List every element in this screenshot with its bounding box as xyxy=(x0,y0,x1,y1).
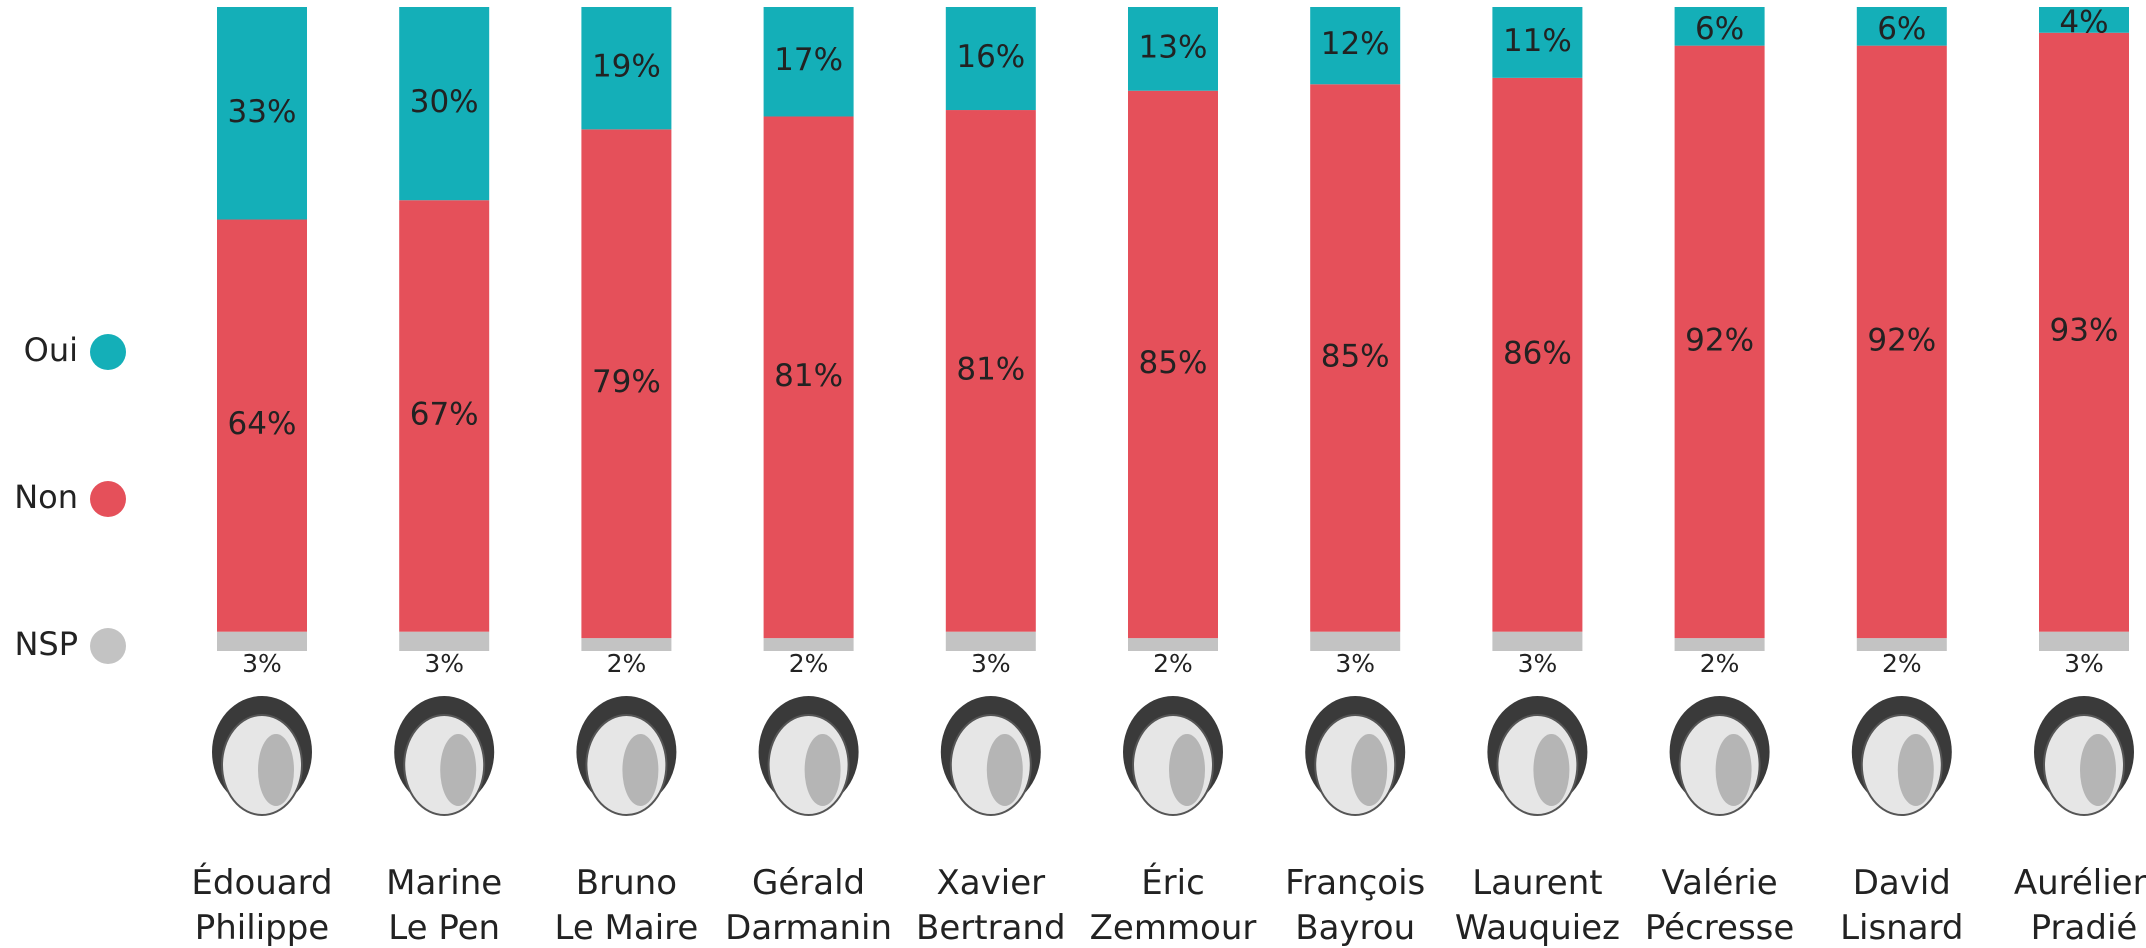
x-tick-label-line: Pradié xyxy=(2031,908,2138,948)
chart: Oui Non NSP 3% 64% 33% Édouard Philippe 3% 67% 30%… xyxy=(0,0,2146,948)
value-label: 67% xyxy=(410,396,479,432)
x-tick-label: Marine Le Pen xyxy=(386,863,502,948)
x-tick-label-line: Darmanin xyxy=(725,908,892,948)
portrait-shade xyxy=(1716,734,1752,806)
value-label: 3% xyxy=(1335,649,1375,678)
portrait xyxy=(1305,696,1405,815)
value-label: 92% xyxy=(1867,322,1936,358)
value-label: 30% xyxy=(410,84,479,120)
portrait-shade xyxy=(1898,734,1934,806)
portrait xyxy=(2034,696,2134,815)
value-label: 13% xyxy=(1139,29,1208,65)
portrait-shade xyxy=(258,734,294,806)
portrait xyxy=(1123,696,1223,815)
value-label: 6% xyxy=(1877,11,1926,47)
portrait xyxy=(1670,696,1770,815)
portrait-shade xyxy=(2080,734,2116,806)
x-tick-label: Valérie Pécresse xyxy=(1645,863,1794,948)
value-label: 85% xyxy=(1321,338,1390,374)
value-label: 3% xyxy=(971,649,1011,678)
x-tick-label-line: Le Pen xyxy=(388,908,500,948)
x-tick-label-line: Bertrand xyxy=(916,908,1066,948)
value-label: 81% xyxy=(774,358,843,394)
portrait xyxy=(212,696,312,815)
portrait xyxy=(576,696,676,815)
value-label: 2% xyxy=(607,649,647,678)
x-tick-label-line: Éric xyxy=(1141,862,1205,903)
portrait xyxy=(394,696,494,815)
portrait-shade xyxy=(622,734,658,806)
value-label: 81% xyxy=(956,351,1025,387)
value-label: 93% xyxy=(2050,313,2119,349)
x-tick-label-line: Valérie xyxy=(1662,863,1778,903)
portrait-shade xyxy=(987,734,1023,806)
portrait xyxy=(941,696,1041,815)
legend-label: NSP xyxy=(14,625,78,663)
portrait-shade xyxy=(440,734,476,806)
legend-label: Oui xyxy=(24,331,78,369)
value-label: 17% xyxy=(774,42,843,78)
value-label: 64% xyxy=(228,406,297,442)
x-tick-label-line: Marine xyxy=(386,863,502,903)
portrait-shade xyxy=(1169,734,1205,806)
x-tick-label: Xavier Bertrand xyxy=(916,863,1066,948)
value-label: 2% xyxy=(1882,649,1922,678)
legend-swatch xyxy=(90,628,126,664)
portrait-shade xyxy=(1351,734,1387,806)
x-tick-label-line: Xavier xyxy=(937,863,1046,903)
x-tick-label: François Bayrou xyxy=(1285,863,1425,948)
x-tick-label: Gérald Darmanin xyxy=(725,863,892,948)
legend-swatch xyxy=(90,481,126,517)
value-label: 33% xyxy=(228,94,297,130)
x-tick-label: Bruno Le Maire xyxy=(554,863,698,948)
value-label: 2% xyxy=(1700,649,1740,678)
value-label: 6% xyxy=(1695,11,1744,47)
portrait-shade xyxy=(805,734,841,806)
value-label: 85% xyxy=(1139,345,1208,381)
legend-swatch xyxy=(90,334,126,370)
x-tick-label-line: Gérald xyxy=(752,863,865,903)
x-tick-label-line: Bruno xyxy=(576,863,677,903)
portrait xyxy=(1487,696,1587,815)
value-label: 3% xyxy=(1518,649,1558,678)
x-tick-label: David Lisnard xyxy=(1840,863,1963,948)
value-label: 19% xyxy=(592,49,661,85)
legend-label: Non xyxy=(14,478,78,516)
x-tick-label: Laurent Wauquiez xyxy=(1455,863,1620,948)
value-label: 79% xyxy=(592,364,661,400)
x-tick-label-line: Édouard xyxy=(191,862,332,903)
x-tick-label-line: Lisnard xyxy=(1840,908,1963,948)
x-tick-label-line: Wauquiez xyxy=(1455,908,1620,948)
value-label: 3% xyxy=(2064,649,2104,678)
x-tick-label-line: Philippe xyxy=(195,908,329,948)
x-tick-label-line: Pécresse xyxy=(1645,908,1794,948)
x-tick-label: Éric Zemmour xyxy=(1090,862,1257,948)
x-tick-label-line: Aurélien xyxy=(2014,863,2146,903)
portrait xyxy=(1852,696,1952,815)
x-tick-label-line: Bayrou xyxy=(1295,908,1415,948)
portrait-shade xyxy=(1533,734,1569,806)
x-tick-label-line: Zemmour xyxy=(1090,908,1257,948)
value-label: 3% xyxy=(242,649,282,678)
x-tick-label-line: Laurent xyxy=(1472,863,1602,903)
value-label: 11% xyxy=(1503,23,1572,59)
value-label: 4% xyxy=(2059,4,2108,40)
x-tick-label-line: Le Maire xyxy=(554,908,698,948)
x-tick-label: Aurélien Pradié xyxy=(2014,863,2146,948)
value-label: 92% xyxy=(1685,322,1754,358)
portrait xyxy=(759,696,859,815)
value-label: 3% xyxy=(424,649,464,678)
x-tick-label: Édouard Philippe xyxy=(191,862,332,948)
x-tick-label-line: François xyxy=(1285,863,1425,903)
value-label: 2% xyxy=(1153,649,1193,678)
value-label: 12% xyxy=(1321,26,1390,62)
value-label: 2% xyxy=(789,649,829,678)
value-label: 16% xyxy=(956,39,1025,75)
x-tick-label-line: David xyxy=(1853,863,1951,903)
value-label: 86% xyxy=(1503,335,1572,371)
